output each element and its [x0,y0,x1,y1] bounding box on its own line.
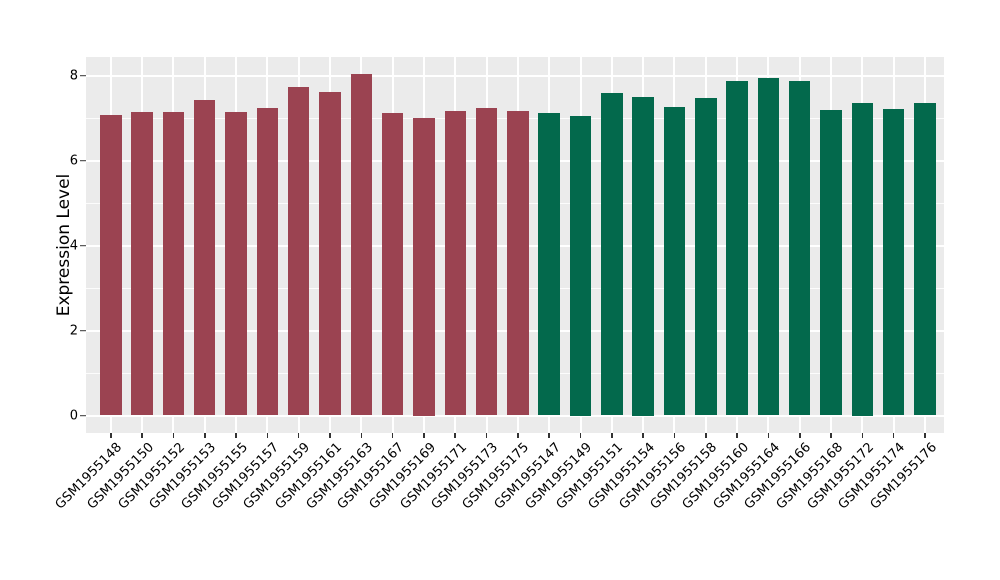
x-tick-mark [579,433,582,438]
x-tick-mark [297,433,300,438]
x-tick-mark [172,433,175,438]
x-tick-mark [485,433,488,438]
x-tick-mark [548,433,550,438]
bar-GSM1955163 [350,73,373,416]
x-tick-mark [360,433,363,438]
x-tick-mark [704,433,707,438]
x-tick-mark [454,433,457,438]
bar-GSM1955150 [131,112,153,416]
bar-GSM1955164 [757,78,780,416]
bar-GSM1955168 [820,109,842,416]
bar-GSM1955149 [569,115,592,416]
y-tick-label: 0 [69,408,78,423]
y-tick-mark [80,244,86,247]
x-tick-mark [611,433,613,438]
x-tick-mark [736,433,738,438]
x-tick-mark [861,433,864,438]
bar-GSM1955158 [695,98,717,416]
x-tick-mark [203,433,206,438]
gridline-major [86,414,944,417]
bar-GSM1955152 [162,112,185,416]
x-tick-mark [141,433,143,438]
y-tick-label: 4 [69,238,78,253]
bar-GSM1955161 [319,91,341,416]
y-tick-mark [80,159,86,162]
x-tick-mark [423,433,425,438]
plot-panel [86,57,944,433]
x-tick-mark [673,433,676,438]
x-tick-mark [266,433,269,438]
bar-GSM1955159 [287,86,310,416]
bar-GSM1955174 [882,109,905,416]
bar-GSM1955167 [381,112,404,416]
x-tick-mark [110,433,112,438]
bar-GSM1955156 [663,106,686,416]
x-tick-mark [798,433,801,438]
bar-GSM1955175 [507,110,529,416]
y-tick-label: 6 [69,153,78,168]
y-tick-mark [80,414,86,417]
bar-GSM1955176 [914,102,936,416]
x-tick-mark [924,433,926,438]
x-tick-mark [517,433,519,438]
bar-GSM1955171 [444,110,466,416]
y-tick-label: 8 [69,68,78,83]
bar-GSM1955169 [413,118,435,416]
x-tick-mark [329,433,331,438]
x-tick-mark [642,433,644,438]
bar-GSM1955157 [256,107,279,416]
bar-GSM1955166 [788,81,811,416]
bar-GSM1955151 [601,92,623,416]
x-tick-mark [892,433,895,438]
gridline-major [86,74,944,77]
bar-GSM1955172 [851,103,874,416]
bar-GSM1955155 [225,112,247,416]
x-tick-mark [235,433,237,438]
y-tick-mark [80,329,86,332]
bar-GSM1955153 [193,99,216,416]
bar-GSM1955148 [100,114,122,416]
y-tick-mark [80,74,86,77]
x-tick-mark [830,433,832,438]
x-tick-mark [391,433,394,438]
bar-GSM1955147 [538,112,560,416]
bar-GSM1955154 [632,96,654,416]
x-tick-mark [767,433,770,438]
y-tick-label: 2 [69,323,78,338]
bar-GSM1955173 [475,107,498,416]
bar-GSM1955160 [726,81,748,416]
